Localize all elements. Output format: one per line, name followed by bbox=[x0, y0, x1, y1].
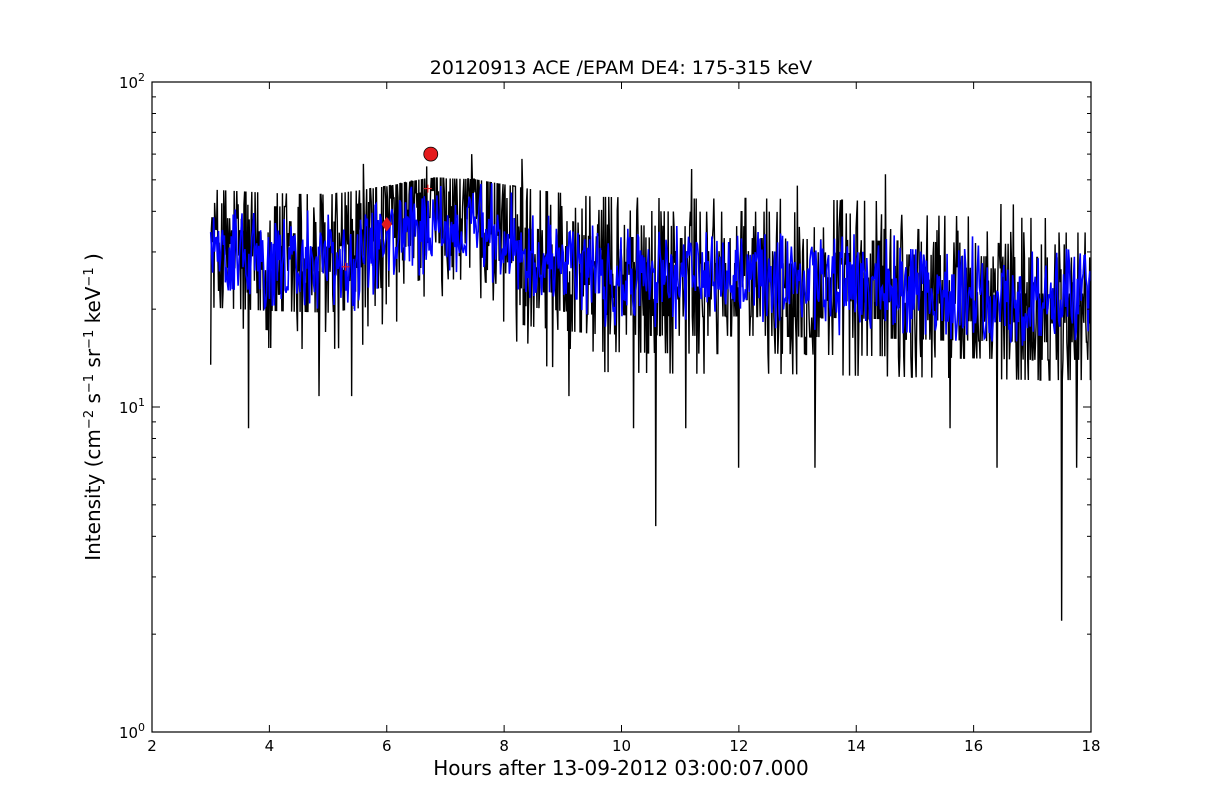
plus-marker bbox=[423, 184, 432, 193]
x-tick-label: 12 bbox=[729, 737, 748, 755]
y-axis-label: Intensity (cm−2 s−1 sr−1 keV−1 ) bbox=[81, 253, 105, 561]
x-axis-ticks: 2 4 6 8 10 12 14 16 18 bbox=[147, 82, 1101, 755]
x-tick-label: 14 bbox=[847, 737, 866, 755]
chart-title: 20120913 ACE /EPAM DE4: 175-315 keV bbox=[430, 57, 812, 79]
series-line-black bbox=[209, 154, 1091, 621]
plus-marker bbox=[341, 262, 350, 271]
series-layer bbox=[209, 154, 1091, 621]
peak-circle-marker bbox=[423, 146, 439, 162]
y-tick-label: 100 bbox=[119, 721, 145, 742]
y-tick-label: 101 bbox=[119, 396, 145, 417]
x-tick-label: 6 bbox=[382, 737, 392, 755]
marker-layer bbox=[341, 146, 439, 271]
x-tick-label: 10 bbox=[612, 737, 631, 755]
x-tick-label: 8 bbox=[499, 737, 509, 755]
onset-diamond-marker bbox=[381, 216, 393, 232]
x-tick-label: 4 bbox=[265, 737, 275, 755]
x-axis-label: Hours after 13-09-2012 03:00:07.000 bbox=[433, 756, 809, 780]
series-line-blue bbox=[209, 183, 1091, 346]
y-axis-ticks: 100 101 102 bbox=[119, 71, 1091, 742]
x-tick-label: 2 bbox=[147, 737, 157, 755]
x-tick-label: 16 bbox=[964, 737, 983, 755]
y-tick-label: 102 bbox=[119, 71, 145, 92]
x-tick-label: 18 bbox=[1081, 737, 1100, 755]
